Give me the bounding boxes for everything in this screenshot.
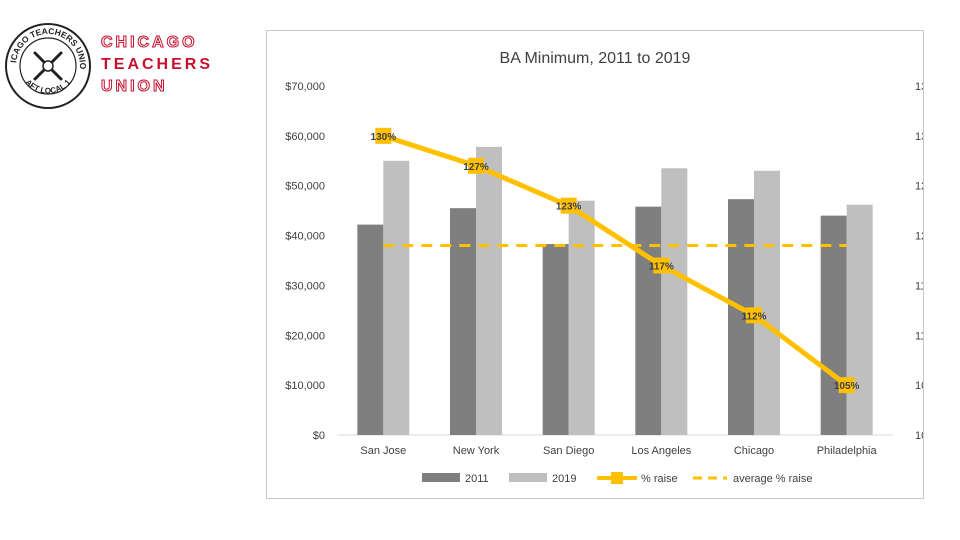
legend-label-average: average % raise [733,473,813,485]
logo-line-union: UNION [100,78,168,96]
bar-2011 [635,206,662,435]
y-left-tick-label: $20,000 [285,330,325,342]
raise-marker [375,127,392,144]
legend-swatch-2019 [509,473,547,482]
x-category-label: Chicago [734,445,774,457]
raise-marker [468,157,484,174]
bar-2019 [846,204,873,435]
raise-data-label: 123% [556,202,582,213]
union-seal-icon: CHICAGO TEACHERS UNION AFT LOCAL 1 [4,22,91,109]
bar-2019 [754,170,780,435]
legend-marker-raise [611,472,623,484]
svg-text:AFT LOCAL 1: AFT LOCAL 1 [24,77,73,95]
y-right-tick-label: 120% [915,231,923,243]
y-right-tick-label: 125% [915,181,923,193]
y-right-tick-label: 135% [915,81,923,93]
y-left-tick-label: $40,000 [285,231,325,243]
y-right-tick-label: 115% [915,280,923,292]
x-category-label: San Jose [360,445,406,457]
bar-2019 [476,146,502,435]
y-right-tick-label: 110% [915,330,923,342]
chart-frame: BA Minimum, 2011 to 2019 $0 $10,000 $20,000… [266,30,924,499]
chart-title: BA Minimum, 2011 to 2019 [500,50,691,67]
logo-line-chicago: CHICAGO [100,34,198,52]
x-category-label: Los Angeles [631,445,691,457]
y-left-tick-label: $0 [313,430,325,442]
raise-marker [653,257,670,274]
x-category-label: San Diego [543,445,594,457]
raise-data-label: 117% [649,261,674,272]
ba-minimum-chart: BA Minimum, 2011 to 2019 $0 $10,000 $20,000… [285,50,923,485]
bar-2019 [661,168,688,435]
y-right-tick-label: 100% [915,430,923,442]
y-left-tick-label: $30,000 [285,280,325,292]
x-category-label: Philadelphia [817,445,878,457]
logo-area: CHICAGO TEACHERS UNION AFT LOCAL 1 CHICA… [0,0,240,122]
y-left-tick-label: $60,000 [285,131,325,143]
bar-2011 [820,215,847,435]
raise-data-label: 130% [371,132,397,143]
legend-label-raise: % raise [641,473,678,485]
raise-marker [838,377,855,394]
y-left-tick-label: $10,000 [285,380,325,392]
x-category-label: New York [453,445,500,457]
bar-2019 [383,160,410,436]
raise-line [382,133,849,388]
legend-swatch-2011 [422,473,460,482]
raise-data-label: 127% [463,162,489,173]
legend-label-2019: 2019 [552,473,576,485]
raise-marker [746,307,762,324]
y-left-tick-label: $50,000 [285,181,325,193]
bar-2011 [357,224,384,435]
y-left-tick-label: $70,000 [285,81,325,93]
union-name: CHICAGO TEACHERS UNION [100,32,214,98]
legend-label-2011: 2011 [465,473,489,485]
raise-data-label: 112% [741,311,766,322]
bar-2011 [450,208,476,435]
y-right-tick-label: 130% [915,131,923,143]
y-right-tick-label: 105% [915,380,923,392]
bar-2019 [568,200,595,435]
bar-2011 [542,244,569,435]
logo-line-teachers: TEACHERS [101,56,214,73]
raise-data-label: 105% [834,381,860,392]
raise-marker [560,197,577,214]
